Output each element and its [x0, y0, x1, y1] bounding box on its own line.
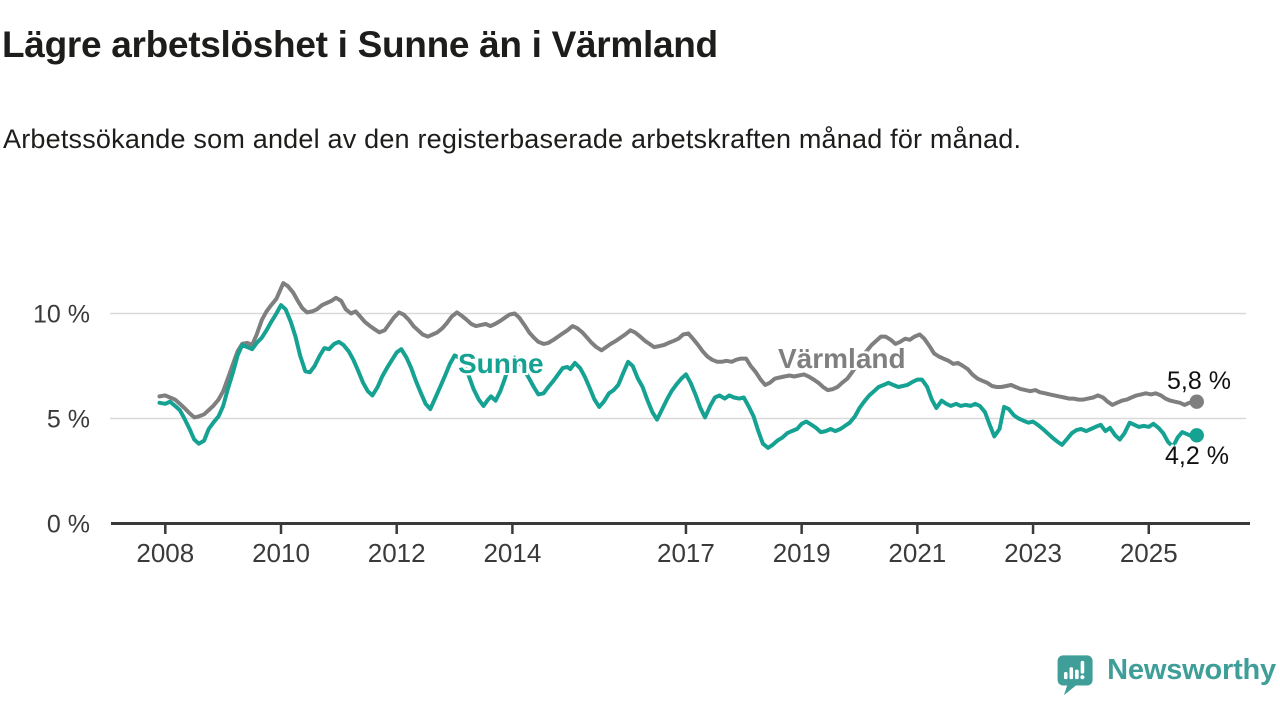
series-end-dot-sunne	[1189, 428, 1204, 443]
series-end-dot-vrmland	[1189, 394, 1204, 409]
x-tick-label: 2025	[1120, 538, 1178, 568]
x-tick-label: 2019	[773, 538, 831, 568]
newsworthy-logo-icon	[1057, 655, 1093, 696]
x-tick-label: 2023	[1004, 538, 1062, 568]
y-tick-label: 10 %	[33, 301, 90, 329]
x-tick-label: 2010	[252, 538, 310, 568]
series-line-sunne	[157, 303, 1199, 450]
chart-subtitle: Arbetssökande som andel av den registerb…	[3, 124, 1022, 154]
x-tick-label: 2017	[657, 538, 715, 568]
exclamation-glyph	[1080, 660, 1085, 680]
series-line-vrmland	[157, 281, 1199, 420]
newsworthy-logo: Newsworthy	[1056, 648, 1276, 704]
x-tick-label: 2008	[136, 538, 194, 568]
x-tick-label: 2021	[888, 538, 946, 568]
end-value-label-varmland: 5,8 %	[1167, 367, 1231, 395]
series-label-varmland: Värmland	[778, 343, 906, 374]
bar-chart-glyph	[1063, 667, 1079, 680]
series-label-sunne: Sunne	[458, 348, 544, 379]
newsworthy-logo-text: Newsworthy	[1107, 653, 1276, 686]
chart-title: Lägre arbetslöshet i Sunne än i Värmland	[2, 24, 718, 65]
x-tick-label: 2014	[483, 538, 541, 568]
x-tick-label: 2012	[368, 538, 426, 568]
end-value-label-sunne: 4,2 %	[1165, 442, 1229, 470]
y-tick-label: 0 %	[47, 511, 90, 539]
y-tick-label: 5 %	[47, 406, 90, 434]
